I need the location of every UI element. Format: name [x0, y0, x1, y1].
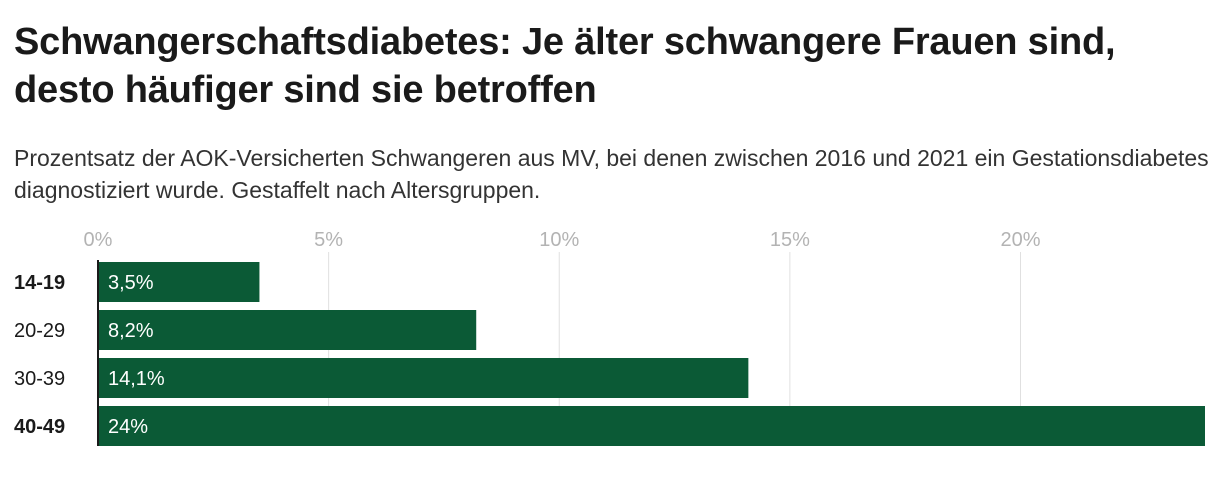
- bar-value-label: 24%: [108, 416, 148, 438]
- category-label: 30-39: [14, 368, 65, 390]
- bar-value-label: 3,5%: [108, 272, 154, 294]
- x-tick-label: 5%: [314, 229, 343, 251]
- bar: [98, 262, 260, 302]
- bar: [98, 310, 477, 350]
- chart-title: Schwangerschaftsdiabetes: Je älter schwa…: [14, 21, 1116, 111]
- category-label: 20-29: [14, 320, 65, 342]
- x-tick-label: 10%: [539, 229, 579, 251]
- x-tick-label: 0%: [84, 229, 113, 251]
- bar: [98, 406, 1205, 446]
- x-tick-label: 15%: [770, 229, 810, 251]
- bar: [98, 358, 749, 398]
- x-tick-label: 20%: [1000, 229, 1040, 251]
- bar-chart: 0% 5% 10% 15% 20% 3,5% 8,2% 14,1% 24% 14-19 20-2…: [14, 229, 1205, 446]
- bars: 3,5% 8,2% 14,1% 24%: [98, 262, 1205, 446]
- bar-value-label: 8,2%: [108, 320, 154, 342]
- category-labels: 14-19 20-29 30-39 40-49: [14, 272, 65, 438]
- chart-subtitle: Prozentsatz der AOK-Versicherten Schwang…: [14, 145, 1209, 203]
- category-label: 14-19: [14, 272, 65, 294]
- category-label: 40-49: [14, 416, 65, 438]
- bar-value-label: 14,1%: [108, 368, 165, 390]
- x-axis-ticks: 0% 5% 10% 15% 20%: [84, 229, 1041, 251]
